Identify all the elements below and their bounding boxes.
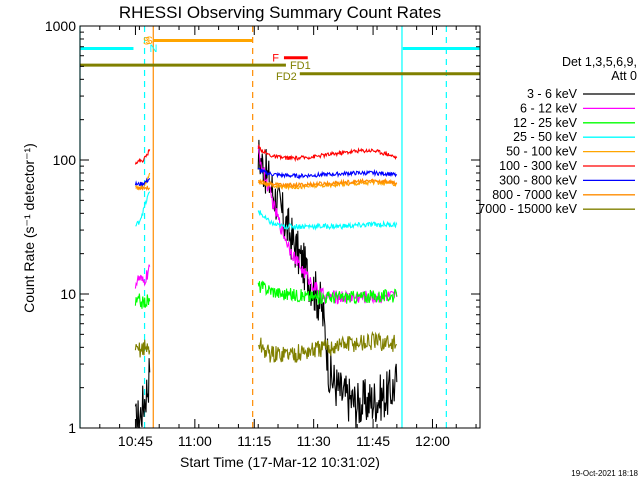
series-line-7000-15000-keV-seg0 — [134, 339, 151, 358]
series-line-7000-15000-keV-seg1 — [257, 330, 397, 363]
flag-marker-label-s: S — [146, 35, 153, 47]
x-axis-label: Start Time (17-Mar-12 10:31:02) — [180, 454, 380, 470]
series-line-12-25-keV-seg0 — [134, 293, 151, 309]
flag-marker-label-n: N — [150, 43, 158, 55]
series-line-3-6-keV-seg1 — [257, 139, 398, 428]
flag-label-fd1: FD1 — [290, 60, 311, 72]
series-line-25-50-keV-seg0 — [135, 191, 151, 227]
legend-entry-label: 300 - 800 keV — [499, 173, 577, 187]
legend-entry-label: 100 - 300 keV — [499, 159, 577, 173]
x-tick-label: 11:30 — [297, 433, 331, 449]
legend-entry-label: 12 - 25 keV — [513, 116, 578, 130]
series-line-3-6-keV-seg0 — [134, 358, 151, 429]
legend-entry-label: 50 - 100 keV — [506, 145, 578, 159]
legend-header-line: Det 1,3,5,6,9, — [562, 55, 637, 69]
series-line-6-12-keV-seg0 — [134, 264, 151, 289]
series-line-100-300-keV-seg1 — [257, 143, 398, 163]
y-tick-label: 1 — [68, 420, 76, 436]
series-line-800-7000-keV-seg1 — [258, 177, 398, 189]
y-axis-label: Count Rate (s⁻¹ detector⁻¹) — [21, 143, 37, 313]
legend-entry-label: 25 - 50 keV — [513, 130, 578, 144]
x-tick-label: 11:45 — [356, 433, 390, 449]
legend-entry-label: 800 - 7000 keV — [492, 188, 577, 202]
flag-label-f: F — [272, 53, 279, 65]
legend-header-line: Att 0 — [611, 69, 637, 83]
chart-title: RHESSI Observing Summary Count Rates — [119, 3, 441, 22]
series-line-300-800-keV-seg0 — [134, 177, 151, 187]
series-line-100-300-keV-seg0 — [134, 149, 151, 165]
data-series — [134, 139, 398, 429]
y-tick-label: 1000 — [45, 18, 76, 34]
flag-label-fd2: FD2 — [276, 71, 297, 83]
x-tick-label: 11:15 — [237, 433, 271, 449]
series-line-300-800-keV-seg1 — [257, 167, 398, 180]
flag-label-s: S — [143, 35, 150, 47]
y-tick-label: 10 — [60, 286, 76, 302]
series-line-800-7000-keV-seg0 — [135, 185, 151, 192]
x-tick-label: 11:00 — [178, 433, 212, 449]
x-tick-label: 10:45 — [118, 433, 153, 449]
series-line-25-50-keV-seg1 — [257, 210, 398, 231]
series-line-12-25-keV-seg1 — [257, 280, 398, 305]
x-tick-label: 12:00 — [415, 433, 450, 449]
legend-entry-label: 6 - 12 keV — [520, 101, 578, 115]
legend-entry-label: 3 - 6 keV — [527, 87, 578, 101]
y-tick-label: 100 — [53, 152, 77, 168]
plot-frame — [79, 25, 481, 429]
legend-entry-label: 7000 - 15000 keV — [478, 202, 577, 216]
axes: 10:45 11:00 11:15 11:30 11:45 12:00 1 10 100 1000 — [45, 18, 480, 449]
footer-timestamp: 19-Oct-2021 18:18 — [571, 469, 638, 478]
